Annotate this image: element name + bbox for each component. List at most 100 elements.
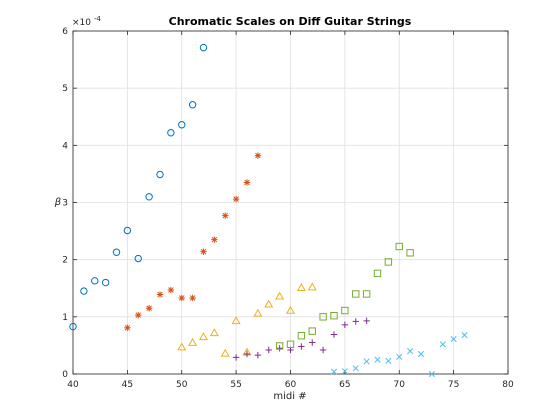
data-point-plus [363, 317, 370, 325]
data-point-square [297, 331, 306, 340]
data-point-asterisk [200, 248, 207, 255]
data-point-plus [309, 339, 316, 346]
x-tick-label: 80 [502, 380, 514, 390]
data-point-plus [298, 343, 305, 350]
data-point-circle [199, 43, 208, 52]
y-tick-label: 4 [62, 141, 68, 151]
data-point-triangle [231, 316, 241, 325]
data-point-cross [461, 332, 468, 339]
y-tick-label: 5 [62, 84, 68, 94]
axes [72, 30, 509, 375]
data-point-plus [352, 318, 359, 325]
data-point-plus [243, 350, 251, 358]
data-point-circle [123, 226, 132, 235]
data-point-cross [374, 356, 381, 363]
data-point-square [319, 313, 327, 321]
data-point-triangle [209, 328, 219, 337]
y-tick-label: 0 [62, 370, 68, 380]
data-point-cross [363, 358, 370, 365]
data-point-circle [188, 101, 197, 109]
data-point-cross [439, 341, 446, 348]
x-tick-label: 45 [122, 380, 133, 390]
data-point-circle [80, 287, 88, 295]
data-point-plus [330, 331, 338, 338]
data-point-square [275, 342, 284, 350]
data-point-plus [319, 346, 327, 354]
data-point-cross [417, 350, 425, 358]
data-point-asterisk [135, 311, 142, 319]
data-point-plus [232, 354, 240, 361]
data-point-circle [91, 277, 99, 285]
y-tick-label: 1 [62, 313, 68, 323]
data-point-square [341, 306, 349, 315]
data-point-asterisk [211, 236, 218, 243]
data-point-square [308, 327, 316, 335]
data-point-asterisk [232, 195, 240, 203]
x-tick-label: 55 [230, 380, 241, 390]
data-point-asterisk [189, 294, 196, 302]
data-point-triangle [307, 282, 317, 291]
data-point-circle [69, 322, 77, 331]
data-point-square [384, 258, 393, 266]
data-point-triangle [285, 305, 296, 314]
x-tick-label: 65 [339, 380, 350, 390]
data-point-asterisk [243, 179, 251, 186]
data-point-asterisk [222, 212, 229, 219]
data-point-circle [178, 121, 186, 129]
data-point-triangle [253, 308, 263, 317]
data-points [69, 43, 468, 378]
data-point-circle [167, 129, 175, 137]
data-point-square [406, 249, 414, 257]
data-point-square [352, 290, 360, 298]
x-axis-label: midi # [273, 391, 306, 402]
data-point-triangle [220, 348, 230, 357]
data-point-asterisk [178, 294, 185, 302]
data-point-cross [396, 353, 403, 360]
data-point-square [395, 242, 403, 251]
data-point-cross [352, 365, 359, 372]
y-tick-label: 3 [62, 199, 68, 209]
data-point-triangle [264, 299, 274, 308]
data-point-circle [112, 248, 121, 256]
x-tick-label: 40 [67, 380, 79, 390]
data-point-plus [276, 345, 283, 352]
y-axis-exponent-power: -4 [94, 15, 102, 23]
data-point-triangle [177, 342, 187, 351]
data-point-cross [450, 336, 457, 343]
y-tick-label: 2 [62, 256, 68, 266]
x-tick-label: 60 [285, 380, 297, 390]
data-point-cross [341, 368, 348, 375]
data-point-cross [407, 348, 414, 355]
data-point-asterisk [124, 324, 131, 331]
y-axis-exponent: ×10 -4 [72, 15, 101, 28]
data-point-plus [265, 346, 272, 354]
data-point-circle [145, 193, 153, 201]
data-point-square [286, 340, 295, 348]
y-axis-label: β [54, 197, 62, 208]
data-point-circle [101, 278, 110, 287]
x-tick-label: 70 [394, 380, 406, 390]
data-point-circle [134, 254, 142, 263]
data-point-asterisk [254, 152, 262, 159]
grid [72, 30, 509, 375]
data-point-triangle [296, 282, 306, 291]
x-tick-label: 50 [176, 380, 188, 390]
data-point-asterisk [156, 291, 164, 298]
chart-title: Chromatic Scales on Diff Guitar Strings [169, 15, 412, 28]
data-point-square [330, 311, 338, 320]
y-axis-exponent-base: ×10 [72, 18, 91, 28]
data-point-asterisk [145, 305, 153, 312]
data-point-cross [385, 357, 392, 364]
data-point-plus [254, 351, 262, 359]
data-point-asterisk [167, 286, 175, 294]
data-point-circle [156, 170, 164, 179]
x-tick-label: 75 [448, 380, 459, 390]
data-point-square [373, 269, 382, 278]
data-point-cross [330, 368, 338, 375]
data-point-triangle [198, 332, 209, 341]
data-point-square [362, 290, 371, 298]
data-point-plus [341, 321, 349, 329]
